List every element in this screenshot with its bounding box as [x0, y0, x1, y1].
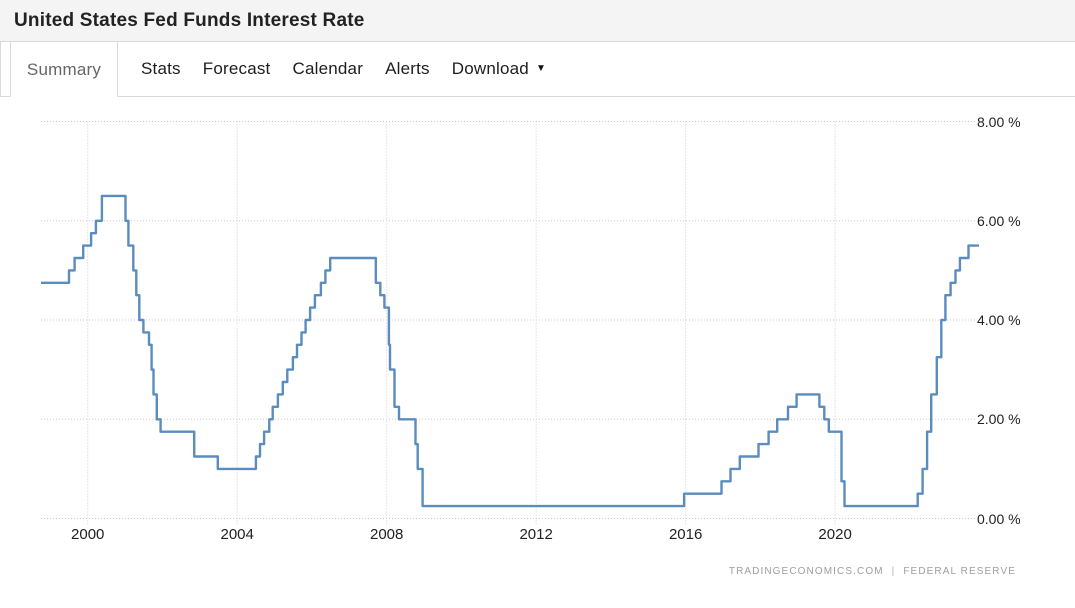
tab-download[interactable]: Download ▼ — [441, 42, 557, 96]
chart-area: TRADINGECONOMICS.COM | FEDERAL RESERVE 0.0… — [0, 97, 1075, 608]
attribution-separator: | — [891, 566, 896, 577]
x-axis-label: 2000 — [71, 526, 105, 543]
rate-line-series — [41, 194, 979, 508]
tab-label: Stats — [141, 59, 181, 78]
tab-stats[interactable]: Stats — [130, 42, 192, 96]
y-axis-label: 6.00 % — [977, 212, 1021, 229]
y-axis-label: 8.00 % — [977, 113, 1021, 130]
x-axis-label: 2012 — [519, 526, 553, 543]
tab-summary[interactable]: Summary — [10, 42, 118, 97]
page-title: United States Fed Funds Interest Rate — [14, 9, 365, 31]
page-header: United States Fed Funds Interest Rate — [0, 0, 1075, 42]
x-axis-label: 2004 — [220, 526, 254, 543]
tab-forecast[interactable]: Forecast — [192, 42, 282, 96]
tab-label: Forecast — [202, 59, 271, 78]
tab-label: Calendar — [292, 59, 364, 78]
tab-label: Download — [451, 59, 529, 78]
x-axis-label: 2020 — [818, 526, 852, 543]
x-axis-label: 2016 — [668, 526, 703, 543]
chevron-down-icon: ▼ — [535, 63, 547, 74]
y-axis-label: 0.00 % — [977, 510, 1021, 527]
fed-funds-line-chart — [41, 121, 979, 525]
tab-alerts[interactable]: Alerts — [374, 42, 441, 96]
attribution-source-site: TRADINGECONOMICS.COM — [728, 566, 884, 577]
tab-bar: Summary Stats Forecast Calendar Alerts Downlo… — [0, 42, 1075, 97]
tab-label: Alerts — [385, 59, 430, 78]
chart-attribution: TRADINGECONOMICS.COM | FEDERAL RESERVE — [729, 566, 1016, 577]
attribution-source-provider: FEDERAL RESERVE — [903, 566, 1016, 577]
x-axis-label: 2008 — [369, 526, 404, 543]
y-axis-label: 2.00 % — [977, 411, 1021, 428]
y-axis-label: 4.00 % — [977, 312, 1021, 328]
tab-label: Summary — [26, 59, 102, 79]
tab-calendar[interactable]: Calendar — [281, 42, 374, 96]
